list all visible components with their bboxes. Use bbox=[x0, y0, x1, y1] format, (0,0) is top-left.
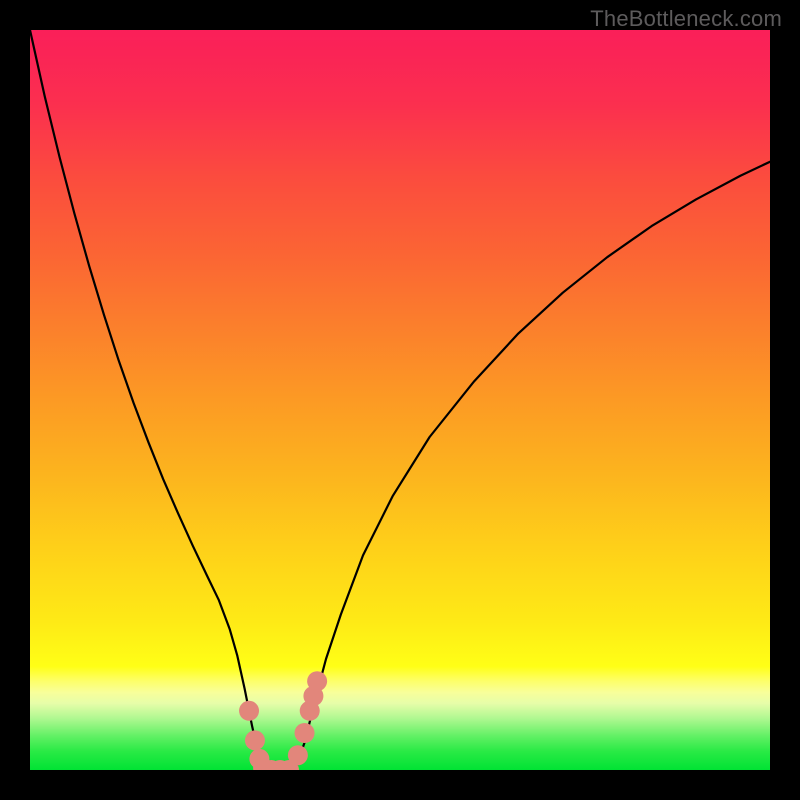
bottleneck-chart bbox=[30, 30, 770, 770]
curve-marker bbox=[295, 723, 315, 743]
curve-marker bbox=[307, 671, 327, 691]
curve-marker bbox=[288, 745, 308, 765]
watermark-text: TheBottleneck.com bbox=[590, 6, 782, 32]
curve-marker bbox=[239, 701, 259, 721]
gradient-background bbox=[30, 30, 770, 770]
curve-marker bbox=[245, 730, 265, 750]
